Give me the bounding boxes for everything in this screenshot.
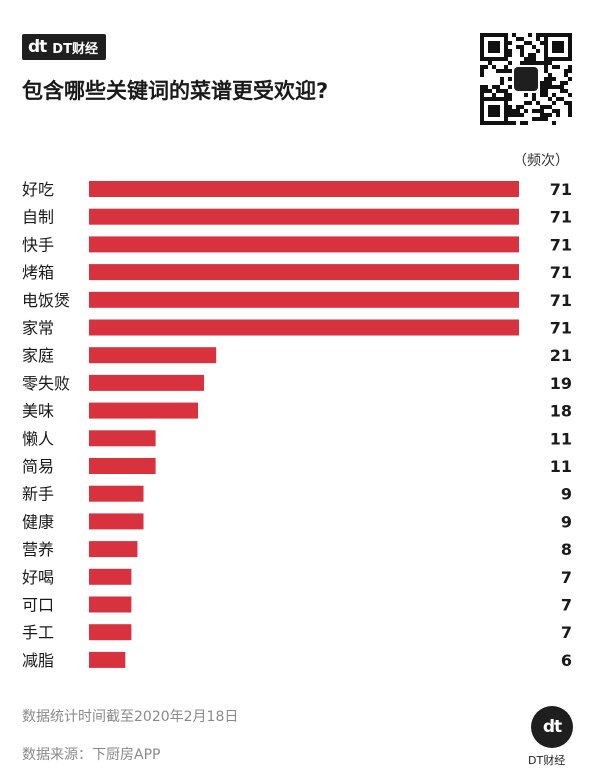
bar: [89, 319, 519, 336]
value-label: 71: [550, 319, 572, 338]
bar: [89, 485, 144, 502]
footer-brand-name: DT财经: [528, 754, 566, 767]
value-label: 8: [561, 540, 572, 559]
category-label: 零失败: [22, 374, 70, 393]
bar: [89, 291, 519, 308]
category-label: 烤箱: [22, 263, 54, 282]
qr-code-icon: [480, 33, 572, 125]
category-label: 电饭煲: [22, 291, 70, 310]
value-label: 6: [561, 651, 572, 670]
date-note: 数据统计时间截至2020年2月18日: [22, 709, 239, 725]
page-title: 包含哪些关键词的菜谱更受欢迎?: [22, 79, 329, 103]
bar: [89, 374, 205, 391]
category-label: 懒人: [22, 429, 54, 448]
category-label: 自制: [22, 208, 54, 227]
category-label: 可口: [22, 596, 54, 615]
bar: [89, 596, 132, 613]
bar: [89, 568, 132, 585]
footer-logo: dt: [531, 706, 573, 748]
bar: [89, 402, 199, 419]
category-label: 减脂: [22, 651, 54, 670]
category-label: 好吃: [22, 180, 54, 199]
value-label: 71: [550, 208, 572, 227]
bar: [89, 624, 132, 641]
value-label: 9: [561, 485, 572, 504]
category-label: 手工: [22, 623, 54, 642]
category-label: 家常: [22, 319, 54, 338]
value-label: 7: [561, 568, 572, 587]
data-source: 数据来源：下厨房APP: [22, 747, 161, 763]
unit-label: （频次）: [513, 153, 569, 169]
category-label: 快手: [22, 235, 54, 254]
bar: [89, 651, 126, 668]
bar: [89, 541, 138, 558]
category-label: 简易: [22, 457, 54, 476]
bar: [89, 181, 519, 197]
value-label: 11: [550, 457, 572, 476]
category-label: 家庭: [22, 346, 54, 365]
bar: [89, 236, 519, 253]
value-label: 71: [550, 235, 572, 254]
value-label: 9: [561, 512, 572, 531]
value-label: 21: [550, 346, 572, 365]
bar: [89, 264, 519, 281]
brand-badge: dt DT财经: [22, 34, 106, 60]
category-label: 营养: [22, 540, 54, 559]
bar-chart: 好吃 71 自制 71 快手 71 烤箱 71 电饭煲 71 家常 71 家庭 21 零失败 19 美味 18 懒人…: [22, 180, 572, 670]
bar: [89, 458, 156, 474]
value-label: 7: [561, 596, 572, 615]
bar: [89, 347, 217, 364]
value-label: 19: [550, 374, 572, 393]
value-label: 71: [550, 180, 572, 199]
bar: [89, 513, 144, 530]
bar: [89, 208, 519, 225]
category-label: 健康: [22, 512, 54, 531]
value-label: 71: [550, 263, 572, 282]
value-label: 7: [561, 623, 572, 642]
brand-name: DT财经: [52, 41, 98, 57]
category-label: 新手: [22, 485, 54, 504]
value-label: 11: [550, 429, 572, 448]
brand-box: dt DT财经: [22, 34, 106, 60]
value-label: 71: [550, 291, 572, 310]
brand-logo: dt: [28, 37, 47, 57]
category-label: 美味: [22, 402, 54, 421]
category-label: 好喝: [22, 568, 54, 587]
bar: [89, 430, 156, 447]
value-label: 18: [550, 402, 572, 421]
